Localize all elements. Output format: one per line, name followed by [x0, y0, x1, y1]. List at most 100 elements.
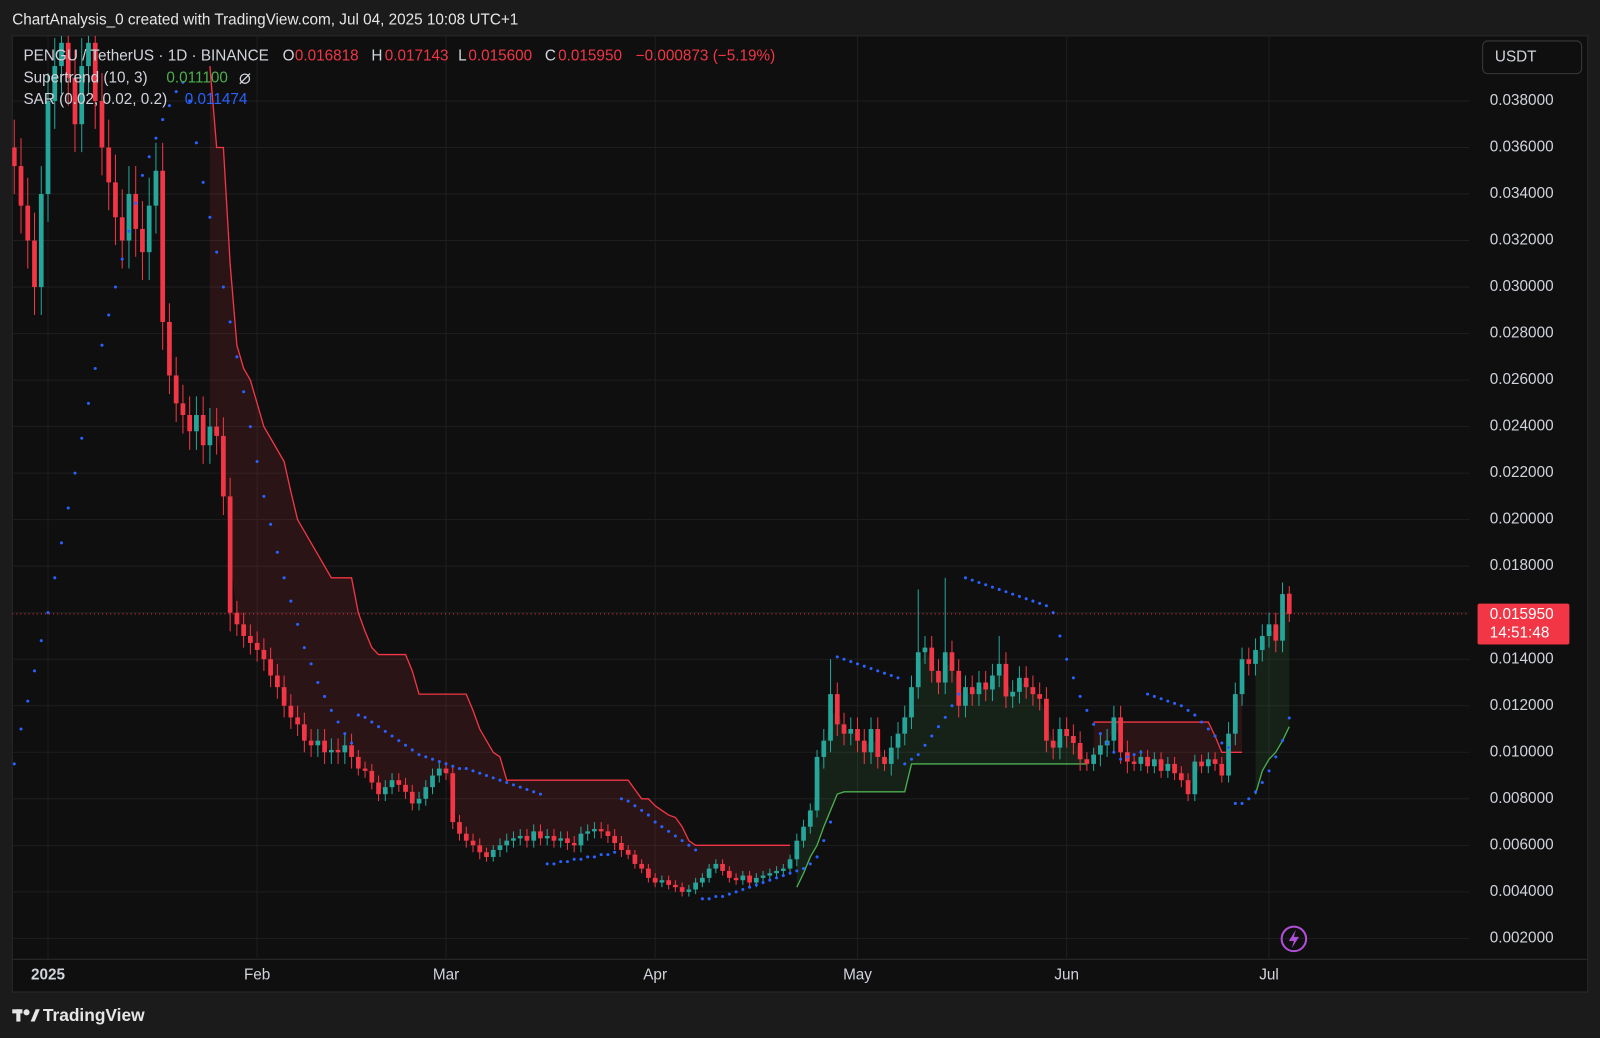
sar-dot — [46, 611, 50, 615]
candle-body — [902, 717, 908, 734]
y-tick-label: 0.028000 — [1490, 325, 1554, 342]
candle-body — [342, 745, 348, 753]
supertrend-fill — [796, 649, 1087, 888]
sar-dot — [262, 494, 266, 498]
currency-button[interactable] — [1482, 40, 1583, 75]
candle-body — [713, 863, 719, 869]
candle-body — [1111, 717, 1117, 741]
sar-dot — [107, 313, 111, 317]
candle-body — [1030, 687, 1036, 695]
candle-body — [855, 729, 860, 741]
supertrend-line — [796, 763, 1087, 888]
candle-body — [848, 729, 854, 734]
sar-dot — [795, 869, 799, 873]
sar-dot — [1139, 750, 1143, 754]
sar-dot — [147, 155, 151, 159]
supertrend-fill — [1093, 676, 1243, 788]
candle-body — [1185, 780, 1191, 795]
candle-body — [1084, 759, 1090, 764]
candle-body — [335, 749, 341, 753]
sar-dot — [1173, 701, 1177, 705]
candle-body — [976, 682, 982, 695]
candle-body — [416, 798, 422, 804]
y-tick-label: 0.024000 — [1490, 418, 1554, 435]
candle-body — [753, 877, 759, 883]
candle-body — [1239, 659, 1245, 695]
candle-body — [666, 880, 671, 885]
sar-dot — [329, 708, 333, 712]
sar-dot — [296, 622, 300, 626]
candle-body — [430, 775, 435, 788]
candle-body — [457, 822, 462, 834]
sar-dot — [437, 760, 441, 764]
candle-body — [706, 868, 712, 878]
candle-body — [922, 647, 928, 653]
candle-body — [382, 787, 388, 795]
candle-body — [187, 414, 193, 432]
sar-dot — [1220, 741, 1224, 745]
sar-dot — [53, 576, 57, 580]
sar-dot — [1200, 720, 1204, 724]
candle-body — [1286, 593, 1292, 614]
sar-dot — [1260, 780, 1264, 785]
sar-dot — [889, 673, 893, 678]
sar-dot — [721, 894, 725, 899]
currency-label[interactable]: USDT — [1495, 48, 1537, 65]
sar-dot — [1166, 699, 1170, 703]
sar-dot — [727, 892, 731, 896]
candle-body — [740, 875, 746, 881]
candle-body — [207, 426, 213, 446]
candle-body — [882, 756, 887, 764]
candle-body — [106, 147, 112, 183]
sar-dot — [835, 655, 839, 659]
sar-dot — [997, 587, 1001, 591]
sar-dot — [1078, 694, 1082, 698]
sar-dot — [1247, 797, 1251, 801]
sar-dot — [73, 471, 77, 475]
candle-body — [1212, 759, 1218, 764]
sar-dot — [815, 855, 819, 859]
y-tick-label: 0.036000 — [1490, 139, 1554, 156]
y-tick-label: 0.008000 — [1490, 790, 1554, 807]
sar-dot — [39, 639, 43, 643]
sar-dot — [505, 780, 509, 785]
ohlc-key: L — [458, 47, 467, 64]
alert-icon[interactable] — [1280, 925, 1308, 953]
candle-body — [700, 877, 705, 883]
sar-dot — [80, 436, 84, 440]
sar-dot — [140, 173, 144, 177]
sar-dot — [363, 715, 367, 719]
logo-mark — [12, 1009, 40, 1022]
sar-dot — [370, 720, 374, 724]
sar-dot — [855, 662, 860, 666]
candle-body — [180, 403, 186, 415]
hide-icon[interactable] — [239, 73, 251, 85]
candle-body — [227, 496, 233, 613]
sar-dot — [977, 580, 981, 585]
candle-body — [423, 787, 429, 799]
sar-dot — [120, 257, 124, 261]
sar-dot — [613, 850, 617, 854]
candle-body — [1091, 754, 1096, 764]
sar-dot — [1152, 694, 1156, 698]
candle-body — [443, 768, 449, 774]
candle-body — [659, 880, 665, 883]
candle-body — [551, 836, 557, 841]
sar-dot — [1038, 601, 1042, 605]
candle-body — [1266, 624, 1272, 636]
sar-dot — [275, 550, 279, 554]
candle-body — [693, 882, 698, 890]
sar-dot — [19, 727, 23, 731]
candle-body — [1064, 729, 1070, 736]
sar-dot — [430, 757, 435, 761]
sar-dot — [633, 804, 637, 808]
candle-body — [497, 845, 503, 850]
candle-body — [59, 42, 64, 67]
sar-dot — [383, 729, 387, 733]
candle-body — [639, 863, 645, 869]
x-tick-label: Apr — [643, 967, 667, 984]
sar-dot — [1186, 708, 1190, 712]
candle-body — [1259, 635, 1265, 650]
ohlc-key: C — [545, 47, 556, 64]
